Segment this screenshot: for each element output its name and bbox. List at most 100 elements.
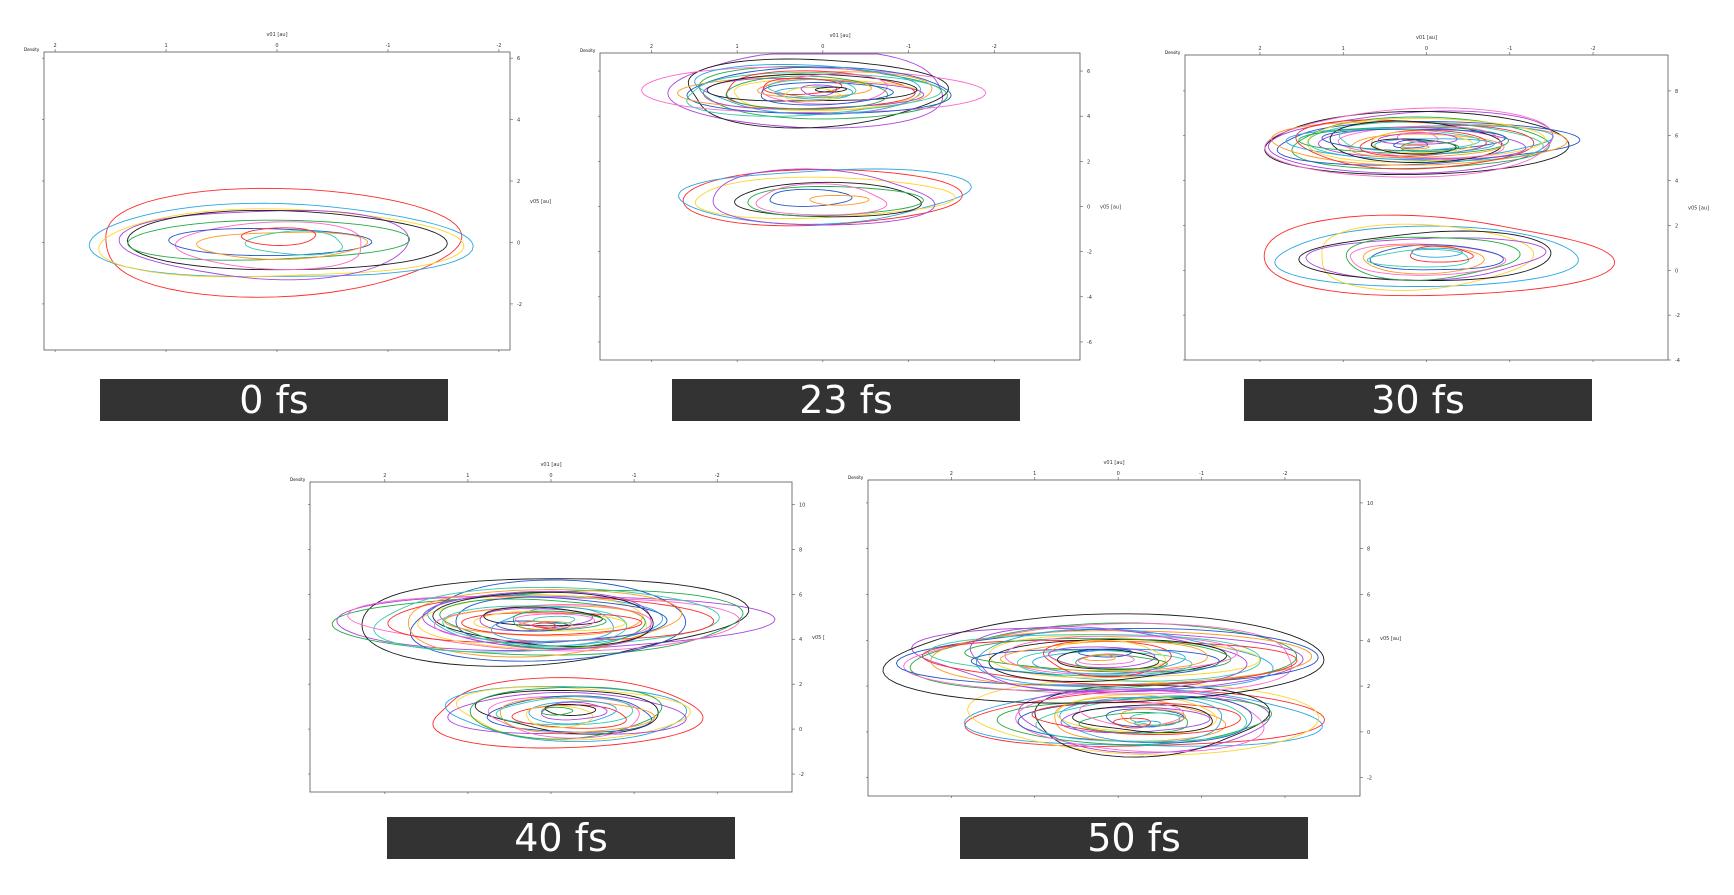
contour-line [517,620,573,631]
contour-line [544,703,597,716]
contour-line [1374,138,1495,155]
contour-line [387,594,715,643]
y-tick-label: 2 [1367,684,1370,690]
y-tick-label: -2 [517,302,522,308]
contour-line [975,628,1274,690]
contour-line [118,210,410,281]
x-tick-label: -1 [385,43,390,49]
contour-line [762,77,843,95]
contour-panel-50fs: 2 1 0 -1 -2 -2 0 2 4 6 8 10 v01 [au] v05 [au] Density … [830,440,1410,880]
contour-line [336,595,776,651]
contour-line [882,613,1325,704]
contour-line [98,208,465,278]
contour-line [814,86,848,93]
x-tick-label: 0 [821,44,824,50]
density-label: Density [580,48,596,53]
contour-line [1057,648,1160,670]
y-tick-label: -2 [1675,313,1680,319]
contour-line [641,66,987,113]
y-tick-label: 4 [1675,179,1678,185]
contour-line [347,595,740,652]
y-tick-label: -2 [1087,250,1092,256]
x-tick-label: 1 [164,43,167,49]
contour-line [1267,110,1554,174]
contour-line [244,230,343,256]
contour-plot-23fs: 2 1 0 -1 -2 -6 -4 -2 0 2 4 6 v01 [au] v05 [au] Density [580,33,1121,362]
contour-line [1056,694,1217,734]
contour-line [988,638,1228,682]
y-axis-label: v05 [au] [1380,636,1401,642]
contour-line [241,227,317,246]
contour-line [1349,243,1507,276]
contour-line [486,695,653,733]
time-label-23fs: 23 fs [672,379,1020,421]
contour-lines [331,578,776,749]
y-tick-label: 2 [1675,223,1678,229]
y-tick-label: 10 [799,502,805,508]
contour-line [733,78,922,112]
contour-line [783,87,842,101]
contour-line [417,594,647,650]
contour-line [903,622,1293,695]
contour-line [1378,132,1458,145]
contour-line [999,640,1208,672]
y-tick-label: 10 [1367,501,1373,507]
contour-line [331,589,744,656]
contour-line [512,610,607,631]
x-tick-label: 0 [1425,46,1428,52]
y-axis-label: v05 [ [812,635,825,641]
contour-line [1017,695,1253,744]
contour-panel-30fs: 2 1 0 -1 -2 -4 -2 0 2 4 6 8 v01 [au] v05 [au] Density … [1150,0,1734,430]
x-tick-label: -1 [1507,46,1512,52]
contour-line [408,589,683,658]
contour-line [1345,236,1521,281]
contour-line [1120,708,1186,726]
y-tick-label: 0 [799,727,802,733]
x-tick-label: 2 [650,44,653,50]
x-tick-label: -1 [906,44,911,50]
contour-line [1411,247,1463,258]
contour-line [1031,702,1241,736]
y-tick-label: 4 [1367,638,1370,644]
time-label-50fs: 50 fs [960,817,1308,859]
x-tick-label: -2 [992,44,997,50]
y-tick-label: 6 [799,592,802,598]
contour-line [432,591,654,647]
contour-line [1048,646,1156,669]
contour-line [1263,214,1616,297]
contour-line [686,72,942,117]
y-tick-label: -6 [1087,340,1092,346]
contour-line [1083,654,1116,661]
contour-line [1370,138,1457,155]
contour-line [528,700,617,725]
contour-line [1032,648,1186,675]
contour-line [757,78,872,98]
contour-plot-0fs: 2 1 0 -1 -2 -2 0 2 4 6 v01 [au] v05 [au] Density [24,32,551,352]
plot-frame [1184,54,1669,361]
contour-line [1271,121,1568,166]
y-tick-label: 0 [517,240,520,246]
x-tick-label: 1 [1033,471,1036,477]
contour-line [1042,640,1172,678]
x-tick-label: 2 [54,43,57,49]
contour-line [439,598,646,649]
contour-line [706,73,918,102]
contour-line [1004,635,1238,675]
contour-lines [641,53,987,227]
contour-line [479,608,593,632]
contour-line [469,686,663,740]
x-tick-label: -2 [496,43,501,49]
contour-line [927,634,1262,682]
y-tick-label: 0 [1367,730,1370,736]
x-axis-label: v01 [au] [1103,460,1124,466]
contour-line [1274,225,1579,287]
contour-line [1338,127,1480,152]
contour-line [1113,717,1151,729]
contour-line [422,590,652,650]
contour-line [755,183,888,216]
x-tick-label: -2 [1591,46,1596,52]
y-tick-label: 0 [1675,268,1678,274]
plot-frame [599,52,1081,361]
contour-line [1396,131,1439,144]
